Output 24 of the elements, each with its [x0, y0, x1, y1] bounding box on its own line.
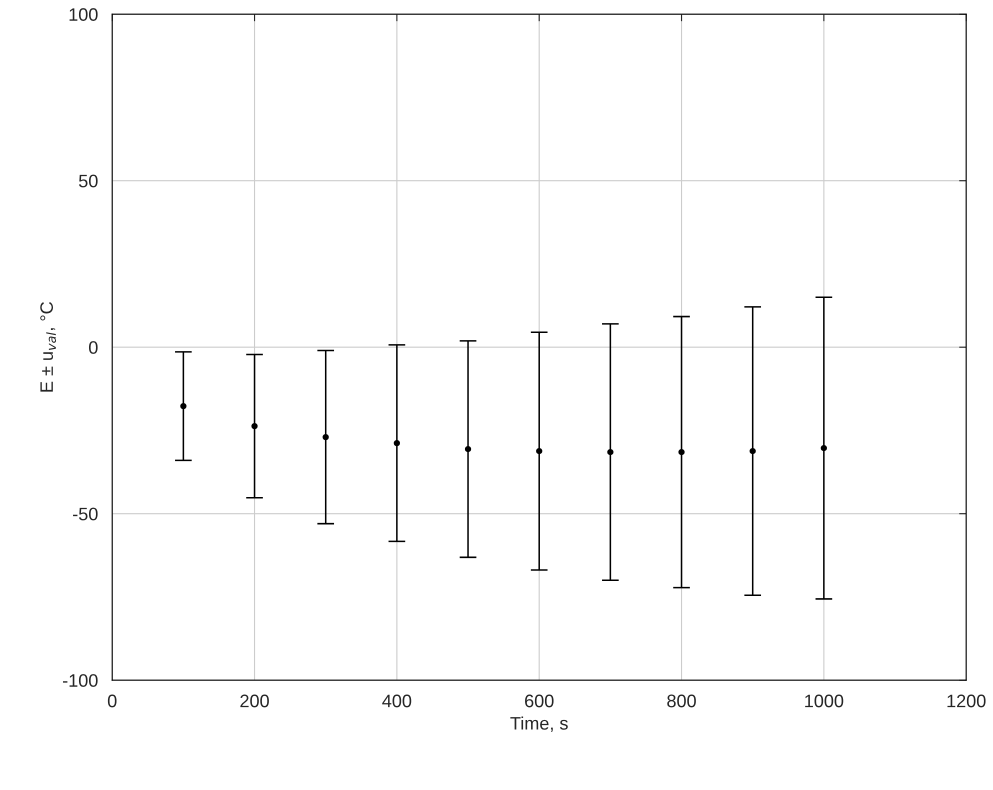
point	[394, 440, 400, 446]
x-tick-label: 400	[382, 694, 412, 708]
point	[180, 403, 186, 410]
y-tick-label: -100	[62, 674, 98, 687]
y-axis-title: E ± u$_{val}$, °C	[40, 302, 56, 392]
point	[820, 444, 827, 452]
point	[251, 422, 258, 430]
x-tick-label: 800	[667, 694, 696, 708]
x-tick-label: 600	[525, 694, 554, 708]
point	[678, 448, 685, 456]
x-tick-label: 1200	[947, 694, 986, 708]
y-tick-label: 100	[70, 8, 98, 21]
x-tick-label: 1000	[805, 694, 844, 708]
point	[536, 448, 542, 454]
x-tick-label: 0	[108, 694, 117, 708]
x-axis-title: Time, s	[510, 716, 568, 732]
point	[607, 448, 614, 456]
y-tick-label: -50	[73, 508, 98, 520]
y-tick-label: 50	[78, 174, 98, 188]
x-tick-label: 200	[240, 694, 269, 708]
point	[464, 446, 472, 452]
point	[750, 448, 756, 454]
point	[322, 434, 329, 440]
y-tick-label: 0	[88, 341, 98, 354]
